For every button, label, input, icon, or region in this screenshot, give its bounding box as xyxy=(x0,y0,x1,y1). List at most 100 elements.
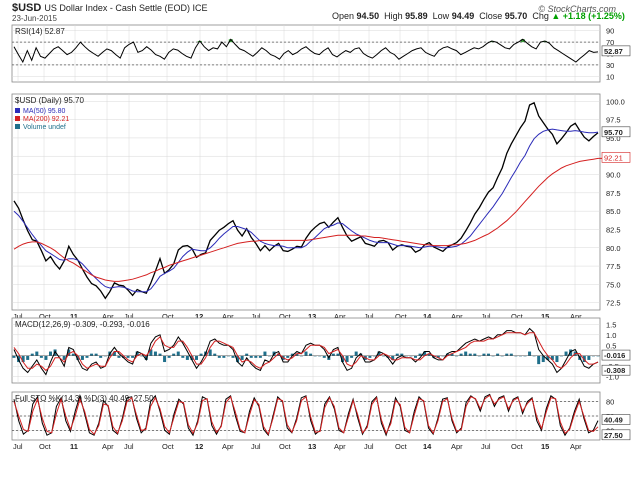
macd-histogram-bar xyxy=(482,353,486,356)
x-tick-label: 11 xyxy=(70,442,78,451)
macd-histogram-bar xyxy=(359,353,363,356)
macd-histogram-bar xyxy=(528,351,532,356)
last-value-label: 40.49 xyxy=(604,416,623,425)
legend-swatch xyxy=(15,108,20,113)
legend-swatch xyxy=(15,116,20,121)
ma200-value-tag xyxy=(601,152,631,163)
macd-histogram-bar xyxy=(555,355,559,363)
x-tick-label: Oct xyxy=(511,312,524,321)
macd-histogram-bar xyxy=(249,355,253,358)
legend-entry: MA(50) 95.80 xyxy=(23,108,66,115)
last-value-tag xyxy=(601,414,631,425)
macd-histogram-bar xyxy=(546,355,550,360)
macd-histogram-bar xyxy=(468,353,472,356)
macd-histogram-bar xyxy=(350,355,354,358)
x-tick-label: Apr xyxy=(570,312,582,321)
y-tick-label: 80 xyxy=(606,398,614,407)
x-tick-label: Jul xyxy=(251,442,261,451)
macd-histogram-bar xyxy=(432,355,436,358)
last-value-tag xyxy=(601,429,631,441)
y-tick-label: 90 xyxy=(606,27,614,36)
y-tick-label: 0.5 xyxy=(606,341,616,350)
macd-histogram-bar xyxy=(505,353,509,356)
x-tick-label: Jul xyxy=(364,442,374,451)
x-tick-label: Jul xyxy=(481,312,491,321)
rsi-overbought-fill xyxy=(228,39,233,43)
x-tick-label: Jul xyxy=(124,312,134,321)
macd-histogram-bar xyxy=(181,355,185,358)
x-tick-label: 11 xyxy=(70,312,78,321)
change-value: +1.18 (+1.25%) xyxy=(562,11,625,21)
macd-histogram-bar xyxy=(263,351,267,356)
macd-histogram-bar xyxy=(354,351,358,356)
macd-histogram-bar xyxy=(496,353,500,356)
x-tick-label: Oct xyxy=(39,442,52,451)
macd-histogram-bar xyxy=(76,355,80,360)
macd-histogram-bar xyxy=(423,351,427,356)
x-tick-label: Oct xyxy=(395,442,408,451)
panel-title: RSI(14) 52.87 xyxy=(15,27,65,36)
macd-histogram-bar xyxy=(254,355,258,358)
macd-histogram-bar xyxy=(473,353,477,356)
last-value-tag xyxy=(601,45,631,57)
macd-histogram-bar xyxy=(39,355,43,358)
macd-histogram-bar xyxy=(236,355,240,363)
rsi-overbought-fill xyxy=(520,39,525,43)
y-tick-label: -1.0 xyxy=(606,373,619,382)
macd-histogram-bar xyxy=(459,353,463,356)
x-tick-label: Oct xyxy=(279,312,292,321)
macd-histogram-bar xyxy=(286,355,290,358)
macd-histogram-bar xyxy=(336,353,340,356)
x-tick-label: Apr xyxy=(451,312,463,321)
open-label: Open xyxy=(332,11,355,21)
x-tick-label: Jul xyxy=(124,442,134,451)
panel-title: Full STO %K(14,3) %D(3) 40.49, 27.50 xyxy=(15,394,154,403)
macd-histogram-bar xyxy=(208,349,212,356)
change-label: Chg xyxy=(532,11,549,21)
macd-histogram-bar xyxy=(122,355,125,358)
panel-frame xyxy=(11,317,601,384)
close-value: 95.70 xyxy=(504,11,528,21)
macd-histogram-bar xyxy=(550,355,554,360)
macd-histogram-bar xyxy=(445,353,449,356)
x-tick-label: 14 xyxy=(423,312,432,321)
macd-histogram-bar xyxy=(112,351,116,356)
macd-histogram-bar xyxy=(99,355,103,358)
y-tick-label: 80.0 xyxy=(606,244,621,253)
y-tick-label: 97.5 xyxy=(606,116,621,125)
symbol-description: US Dollar Index - Cash Settle (EOD) ICE xyxy=(44,3,208,13)
change-up-icon: ▲ xyxy=(551,11,561,21)
series-line--d xyxy=(13,394,599,436)
macd-histogram-bar xyxy=(12,355,16,358)
legend-entry: MA(200) 92.21 xyxy=(23,116,69,123)
macd-histogram-bar xyxy=(304,351,308,356)
chart-date: 23-Jun-2015 xyxy=(12,14,57,23)
series-line--k xyxy=(13,393,599,437)
y-tick-label: 77.5 xyxy=(606,262,621,271)
symbol-title: $USD US Dollar Index - Cash Settle (EOD)… xyxy=(12,2,207,14)
y-tick-label: 82.5 xyxy=(606,225,621,234)
x-tick-label: Apr xyxy=(451,442,463,451)
x-tick-label: Apr xyxy=(570,442,582,451)
x-tick-label: 12 xyxy=(195,442,203,451)
ohlc-summary: Open 94.50 High 95.89 Low 94.49 Close 95… xyxy=(332,11,625,21)
low-label: Low xyxy=(432,11,450,21)
x-tick-label: Oct xyxy=(162,442,175,451)
series-line--usd xyxy=(13,101,599,300)
macd-histogram-bar xyxy=(368,355,372,358)
last-value-label: -0.308 xyxy=(604,366,625,375)
x-tick-label: Oct xyxy=(511,442,524,451)
last-value-tag xyxy=(601,126,631,138)
series-line-macd xyxy=(13,327,599,376)
x-tick-label: 14 xyxy=(423,442,432,451)
macd-histogram-bar xyxy=(377,351,381,356)
x-tick-label: 13 xyxy=(308,312,316,321)
macd-histogram-bar xyxy=(295,353,299,356)
last-value-tag xyxy=(601,349,631,361)
x-tick-label: Oct xyxy=(395,312,408,321)
macd-histogram-bar xyxy=(153,351,157,356)
y-tick-label: 72.5 xyxy=(606,299,621,308)
macd-histogram-bar xyxy=(213,353,217,356)
y-tick-label: 1.0 xyxy=(606,331,616,340)
y-tick-label: 87.5 xyxy=(606,189,621,198)
